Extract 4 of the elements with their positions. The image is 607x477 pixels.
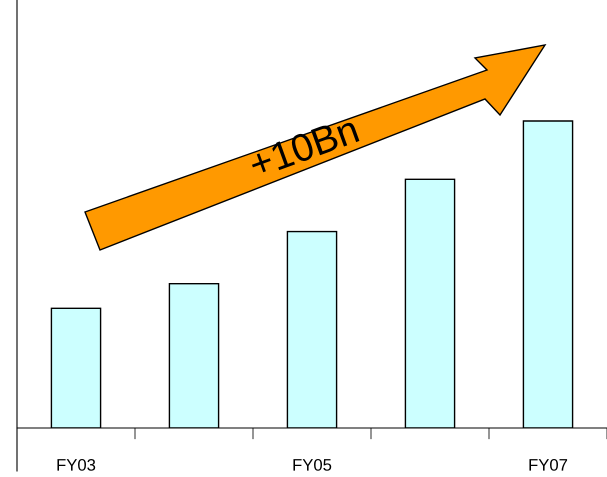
annotation: +10Bn: [248, 115, 360, 179]
x-tick-label: FY03: [57, 458, 96, 471]
x-tick-label: FY05: [293, 458, 332, 471]
x-tick-label: FY07: [529, 458, 568, 471]
